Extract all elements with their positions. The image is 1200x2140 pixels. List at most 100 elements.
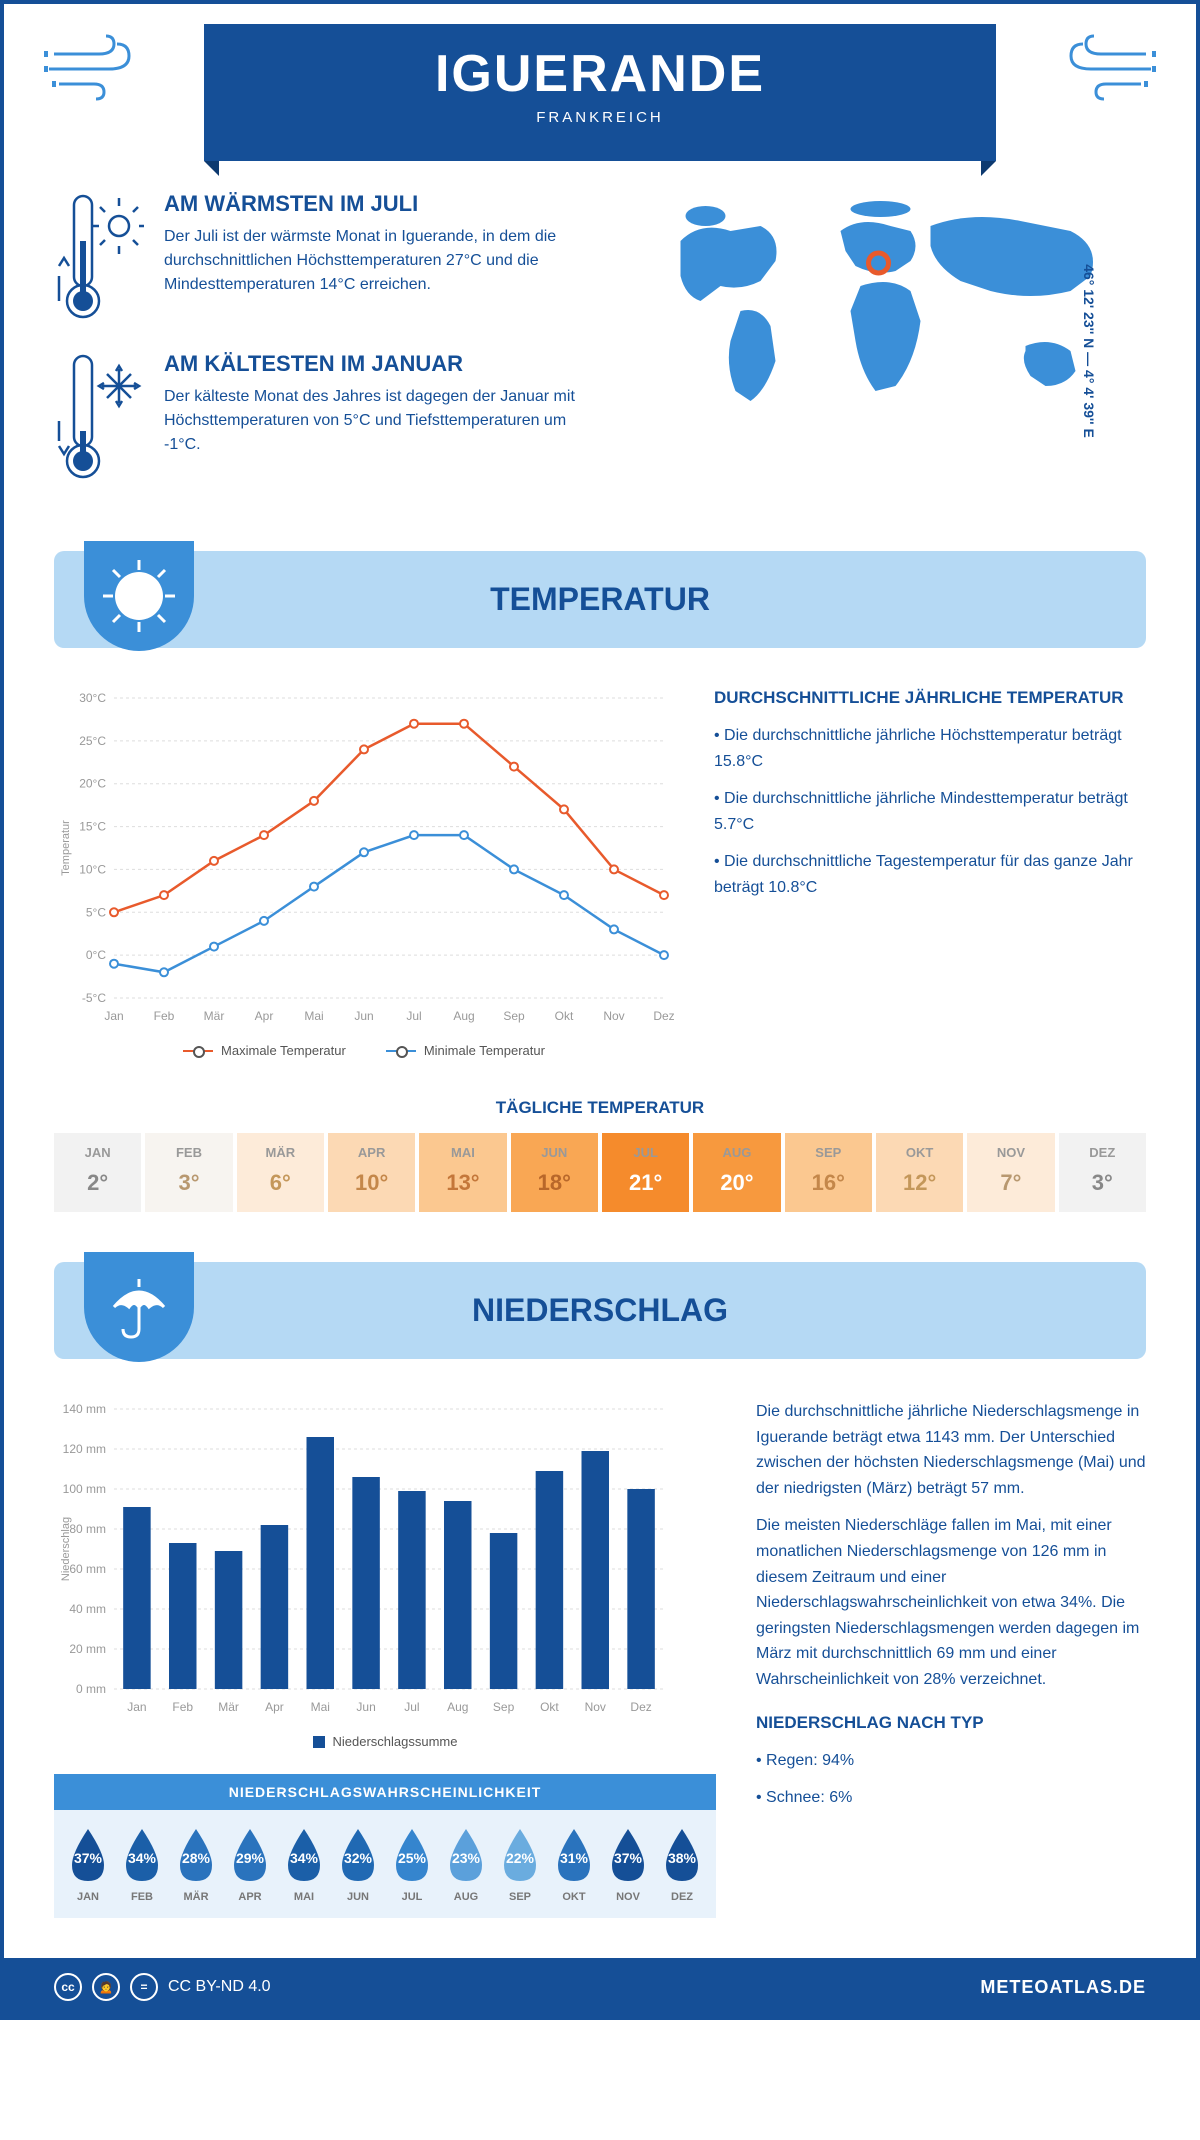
temp-cell: NOV 7° — [967, 1133, 1054, 1212]
thermometer-cold-icon — [54, 351, 144, 481]
svg-text:Jul: Jul — [404, 1700, 419, 1714]
prob-drop: 34% FEB — [118, 1825, 166, 1903]
sun-icon — [84, 541, 194, 651]
prob-drop: 23% AUG — [442, 1825, 490, 1903]
svg-text:Feb: Feb — [154, 1009, 175, 1023]
site-name: METEOATLAS.DE — [980, 1977, 1146, 1998]
svg-text:Feb: Feb — [172, 1700, 193, 1714]
temp-cell: AUG 20° — [693, 1133, 780, 1212]
umbrella-icon — [84, 1252, 194, 1362]
prob-drop: 31% OKT — [550, 1825, 598, 1903]
svg-text:Apr: Apr — [265, 1700, 284, 1714]
svg-text:60 mm: 60 mm — [69, 1562, 106, 1576]
prob-drop: 32% JUN — [334, 1825, 382, 1903]
svg-text:Nov: Nov — [603, 1009, 624, 1023]
svg-text:20°C: 20°C — [79, 777, 106, 791]
cc-icon: cc — [54, 1973, 82, 2001]
temp-cell: JUN 18° — [511, 1133, 598, 1212]
svg-text:Temperatur: Temperatur — [60, 820, 72, 876]
precip-probability-block: NIEDERSCHLAGSWAHRSCHEINLICHKEIT 37% JAN … — [54, 1774, 716, 1918]
svg-text:Niederschlag: Niederschlag — [60, 1517, 72, 1581]
temp-cell: JUL 21° — [602, 1133, 689, 1212]
svg-text:Mär: Mär — [218, 1700, 239, 1714]
svg-text:Mai: Mai — [311, 1700, 330, 1714]
world-map — [615, 191, 1146, 451]
coldest-title: AM KÄLTESTEN IM JANUAR — [164, 351, 585, 377]
temp-cell: MAI 13° — [419, 1133, 506, 1212]
svg-text:30°C: 30°C — [79, 691, 106, 705]
daily-temp-title: TÄGLICHE TEMPERATUR — [54, 1098, 1146, 1118]
temp-cell: MÄR 6° — [237, 1133, 324, 1212]
svg-text:140 mm: 140 mm — [63, 1402, 106, 1416]
page-title-banner: IGUERANDE FRANKREICH — [204, 24, 996, 161]
svg-text:Jan: Jan — [127, 1700, 146, 1714]
prob-drop: 29% APR — [226, 1825, 274, 1903]
svg-text:Apr: Apr — [255, 1009, 274, 1023]
temp-cell: DEZ 3° — [1059, 1133, 1146, 1212]
wind-icon — [44, 34, 144, 104]
svg-text:Mai: Mai — [304, 1009, 323, 1023]
prob-drop: 34% MAI — [280, 1825, 328, 1903]
temp-chart-legend: .legend-line::before{border-color:inheri… — [54, 1043, 674, 1058]
temp-cell: JAN 2° — [54, 1133, 141, 1212]
svg-text:25°C: 25°C — [79, 734, 106, 748]
temp-cell: APR 10° — [328, 1133, 415, 1212]
svg-text:40 mm: 40 mm — [69, 1602, 106, 1616]
svg-text:Nov: Nov — [585, 1700, 606, 1714]
svg-text:Aug: Aug — [453, 1009, 474, 1023]
city-title: IGUERANDE — [204, 44, 996, 104]
prob-drop: 28% MÄR — [172, 1825, 220, 1903]
temp-cell: FEB 3° — [145, 1133, 232, 1212]
svg-text:100 mm: 100 mm — [63, 1482, 106, 1496]
svg-text:Sep: Sep — [493, 1700, 515, 1714]
svg-text:80 mm: 80 mm — [69, 1522, 106, 1536]
precipitation-section-banner: NIEDERSCHLAG — [54, 1262, 1146, 1359]
warmest-title: AM WÄRMSTEN IM JULI — [164, 191, 585, 217]
svg-text:15°C: 15°C — [79, 820, 106, 834]
svg-text:Jun: Jun — [354, 1009, 373, 1023]
temp-cell: OKT 12° — [876, 1133, 963, 1212]
coldest-text: Der kälteste Monat des Jahres ist dagege… — [164, 385, 585, 457]
prob-drop: 37% NOV — [604, 1825, 652, 1903]
precipitation-info: Die durchschnittliche jährliche Niedersc… — [756, 1399, 1146, 1918]
svg-text:120 mm: 120 mm — [63, 1442, 106, 1456]
prob-drop: 22% SEP — [496, 1825, 544, 1903]
svg-text:10°C: 10°C — [79, 862, 106, 876]
svg-text:Dez: Dez — [653, 1009, 674, 1023]
svg-text:Okt: Okt — [540, 1700, 559, 1714]
svg-text:Sep: Sep — [503, 1009, 525, 1023]
license-text: CC BY-ND 4.0 — [168, 1978, 271, 1996]
temperature-line-chart: -5°C 0°C 5°C 10°C 15°C 20°C 25°C 30°C Jan Feb Mär A… — [54, 688, 674, 1028]
by-icon: 🙍 — [92, 1973, 120, 2001]
page-footer: cc 🙍 = CC BY-ND 4.0 METEOATLAS.DE — [4, 1958, 1196, 2016]
svg-text:0°C: 0°C — [86, 948, 106, 962]
svg-text:Jul: Jul — [406, 1009, 421, 1023]
svg-text:Jan: Jan — [104, 1009, 123, 1023]
svg-text:-5°C: -5°C — [82, 991, 106, 1005]
prob-drop: 25% JUL — [388, 1825, 436, 1903]
temperature-info: DURCHSCHNITTLICHE JÄHRLICHE TEMPERATUR •… — [714, 688, 1146, 1058]
svg-text:0 mm: 0 mm — [76, 1682, 106, 1696]
svg-text:Mär: Mär — [204, 1009, 225, 1023]
thermometer-hot-icon — [54, 191, 144, 321]
coldest-fact: AM KÄLTESTEN IM JANUAR Der kälteste Mona… — [54, 351, 585, 481]
nd-icon: = — [130, 1973, 158, 2001]
daily-temp-table: JAN 2° FEB 3° MÄR 6° APR 10° MAI 13° JUN… — [54, 1133, 1146, 1212]
country-subtitle: FRANKREICH — [204, 109, 996, 126]
svg-text:Aug: Aug — [447, 1700, 468, 1714]
wind-icon — [1056, 34, 1156, 104]
svg-text:20 mm: 20 mm — [69, 1642, 106, 1656]
coordinates: 46° 12' 23'' N — 4° 4' 39'' E — [1081, 264, 1097, 438]
temp-cell: SEP 16° — [785, 1133, 872, 1212]
temperature-section-banner: TEMPERATUR — [54, 551, 1146, 648]
precipitation-bar-chart: 0 mm 20 mm 40 mm 60 mm 80 mm 100 mm 120 mm 140 … — [54, 1399, 674, 1719]
warmest-fact: AM WÄRMSTEN IM JULI Der Juli ist der wär… — [54, 191, 585, 321]
svg-text:Dez: Dez — [630, 1700, 651, 1714]
svg-text:5°C: 5°C — [86, 905, 106, 919]
prob-drop: 37% JAN — [64, 1825, 112, 1903]
svg-text:Okt: Okt — [555, 1009, 574, 1023]
precip-chart-legend: Niederschlagssumme — [54, 1734, 716, 1749]
svg-text:Jun: Jun — [356, 1700, 375, 1714]
prob-drop: 38% DEZ — [658, 1825, 706, 1903]
warmest-text: Der Juli ist der wärmste Monat in Iguera… — [164, 225, 585, 297]
